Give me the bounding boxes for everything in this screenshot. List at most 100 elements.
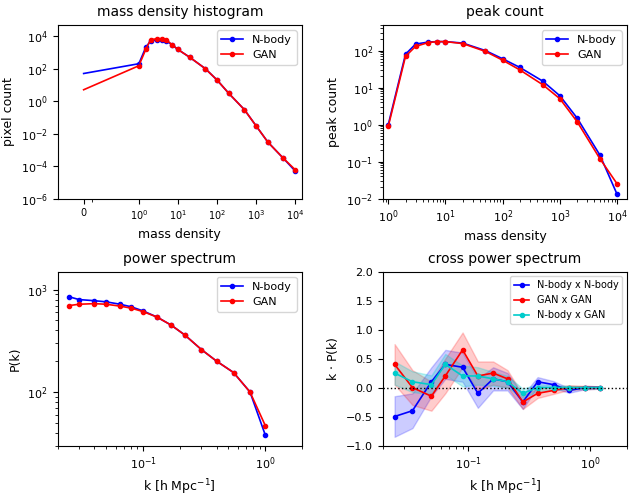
N-body	[163, 38, 170, 44]
GAN	[482, 49, 490, 54]
N-body x GAN	[490, 376, 497, 382]
GAN	[102, 301, 110, 307]
N-body x N-body	[565, 388, 573, 394]
N-body	[168, 322, 175, 328]
N-body	[241, 106, 248, 112]
N-body x N-body	[504, 379, 511, 385]
GAN	[168, 322, 175, 328]
N-body	[135, 61, 143, 67]
N-body x GAN	[534, 385, 541, 391]
Title: peak count: peak count	[466, 5, 544, 19]
GAN	[556, 96, 564, 101]
GAN x GAN	[581, 385, 589, 391]
GAN	[459, 41, 467, 47]
GAN x GAN	[490, 370, 497, 376]
N-body	[230, 370, 237, 376]
N-body	[412, 41, 419, 47]
N-body x GAN	[581, 385, 589, 391]
GAN	[163, 37, 170, 43]
GAN	[225, 91, 232, 97]
GAN	[153, 314, 161, 320]
N-body x N-body	[391, 413, 399, 419]
GAN	[516, 67, 524, 73]
N-body	[198, 346, 205, 352]
N-body x GAN	[408, 379, 416, 385]
N-body	[246, 389, 254, 395]
Line: N-body: N-body	[67, 295, 268, 437]
X-axis label: k [h Mpc$^{-1}$]: k [h Mpc$^{-1}$]	[143, 477, 216, 495]
N-body	[556, 93, 564, 99]
N-body	[225, 91, 232, 97]
N-body	[516, 64, 524, 70]
GAN x GAN	[391, 361, 399, 367]
GAN	[433, 39, 440, 45]
N-body x N-body	[581, 385, 589, 391]
N-body x GAN	[428, 382, 435, 388]
GAN x GAN	[565, 385, 573, 391]
GAN	[280, 155, 287, 161]
N-body x N-body	[408, 408, 416, 414]
GAN x GAN	[534, 391, 541, 396]
Line: N-body: N-body	[386, 40, 620, 197]
Y-axis label: k $\cdot$ P(k): k $\cdot$ P(k)	[326, 336, 340, 381]
GAN	[261, 423, 269, 429]
GAN	[613, 181, 621, 187]
GAN	[539, 82, 547, 88]
GAN	[241, 106, 248, 112]
N-body	[385, 122, 392, 128]
Line: N-body: N-body	[137, 38, 297, 173]
Legend: N-body x N-body, GAN x GAN, N-body x GAN: N-body x N-body, GAN x GAN, N-body x GAN	[511, 277, 622, 324]
GAN	[402, 53, 410, 59]
GAN x GAN	[596, 385, 604, 391]
N-body	[154, 37, 161, 43]
N-body x GAN	[519, 391, 527, 396]
GAN	[412, 44, 419, 50]
GAN	[198, 346, 205, 352]
N-body	[573, 115, 581, 121]
GAN x GAN	[408, 385, 416, 391]
N-body	[181, 332, 189, 338]
Line: GAN: GAN	[67, 301, 268, 428]
GAN x GAN	[550, 388, 557, 394]
Y-axis label: P(k): P(k)	[9, 346, 22, 371]
X-axis label: mass density: mass density	[463, 231, 547, 244]
N-body x N-body	[534, 379, 541, 385]
N-body	[402, 51, 410, 57]
N-body	[424, 39, 432, 45]
GAN	[499, 57, 506, 63]
GAN	[264, 139, 272, 145]
GAN	[186, 54, 193, 60]
N-body x GAN	[459, 373, 467, 379]
N-body x N-body	[459, 364, 467, 370]
GAN	[154, 36, 161, 42]
N-body	[147, 38, 154, 44]
GAN	[127, 305, 135, 311]
N-body	[212, 358, 220, 364]
N-body	[153, 314, 161, 320]
GAN	[116, 303, 124, 309]
N-body x N-body	[442, 361, 449, 367]
GAN	[230, 370, 237, 376]
N-body	[291, 168, 299, 174]
Title: power spectrum: power spectrum	[124, 252, 236, 266]
Line: GAN: GAN	[137, 37, 297, 172]
Legend: N-body, GAN: N-body, GAN	[216, 30, 296, 65]
Y-axis label: peak count: peak count	[328, 77, 340, 147]
GAN	[142, 47, 150, 52]
N-body x N-body	[596, 385, 604, 391]
N-body	[186, 54, 193, 60]
GAN	[90, 300, 98, 306]
GAN	[212, 358, 220, 364]
GAN	[385, 123, 392, 129]
N-body	[142, 45, 150, 50]
N-body x GAN	[504, 379, 511, 385]
N-body	[90, 297, 98, 303]
GAN	[291, 167, 299, 173]
GAN	[76, 301, 83, 307]
N-body	[459, 40, 467, 46]
N-body	[127, 304, 135, 310]
N-body x GAN	[391, 370, 399, 376]
N-body	[264, 139, 272, 145]
N-body x N-body	[490, 376, 497, 382]
GAN x GAN	[519, 399, 527, 405]
